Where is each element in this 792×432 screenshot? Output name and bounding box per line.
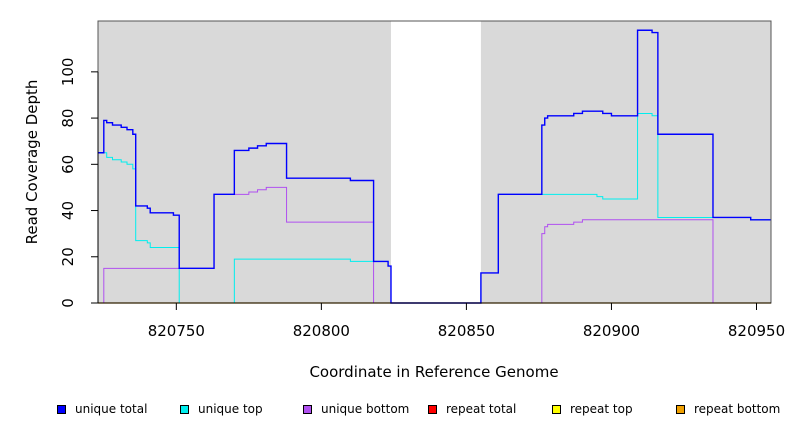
legend-label: unique total xyxy=(75,402,148,416)
plot-background xyxy=(98,21,771,303)
legend-item-unique-bottom: unique bottom xyxy=(303,400,409,418)
x-tick-label: 820900 xyxy=(583,322,640,340)
legend-item-repeat-total: repeat total xyxy=(428,400,516,418)
y-axis-title: Read Coverage Depth xyxy=(23,80,41,245)
legend-item-repeat-top: repeat top xyxy=(552,400,633,418)
x-axis-title: Coordinate in Reference Genome xyxy=(309,363,558,381)
x-axis: 820750 820800 820850 820900 820950 xyxy=(98,302,785,340)
legend-swatch xyxy=(428,404,437,414)
x-tick-label: 820750 xyxy=(148,322,205,340)
legend-item-unique-top: unique top xyxy=(180,400,263,418)
legend-label: repeat top xyxy=(570,402,633,416)
legend-swatch xyxy=(676,404,685,414)
y-tick-label: 60 xyxy=(59,155,77,174)
legend-label: repeat bottom xyxy=(694,402,781,416)
legend-swatch xyxy=(57,404,66,414)
x-tick-label: 820950 xyxy=(728,322,785,340)
series-line-unique-total xyxy=(98,29,771,304)
legend-label: unique top xyxy=(198,402,263,416)
y-tick-label: 80 xyxy=(59,109,77,128)
y-tick-label: 20 xyxy=(59,247,77,266)
y-tick-label: 40 xyxy=(59,201,77,220)
legend-item-repeat-bottom: repeat bottom xyxy=(676,400,780,418)
x-tick-label: 820850 xyxy=(438,322,495,340)
uncovered-region xyxy=(390,21,481,303)
legend-item-unique-total: unique total xyxy=(57,400,147,418)
legend-swatch xyxy=(180,404,189,414)
y-tick-label: 100 xyxy=(59,58,77,87)
y-tick-label: 0 xyxy=(59,298,77,308)
legend: unique total unique top unique bottom repea… xyxy=(0,400,792,418)
y-axis: 0 20 40 60 80 100 xyxy=(59,58,99,308)
legend-swatch xyxy=(552,404,561,414)
legend-label: unique bottom xyxy=(321,402,410,416)
x-tick-label: 820800 xyxy=(293,322,350,340)
legend-swatch xyxy=(303,404,312,414)
legend-label: repeat total xyxy=(446,402,517,416)
